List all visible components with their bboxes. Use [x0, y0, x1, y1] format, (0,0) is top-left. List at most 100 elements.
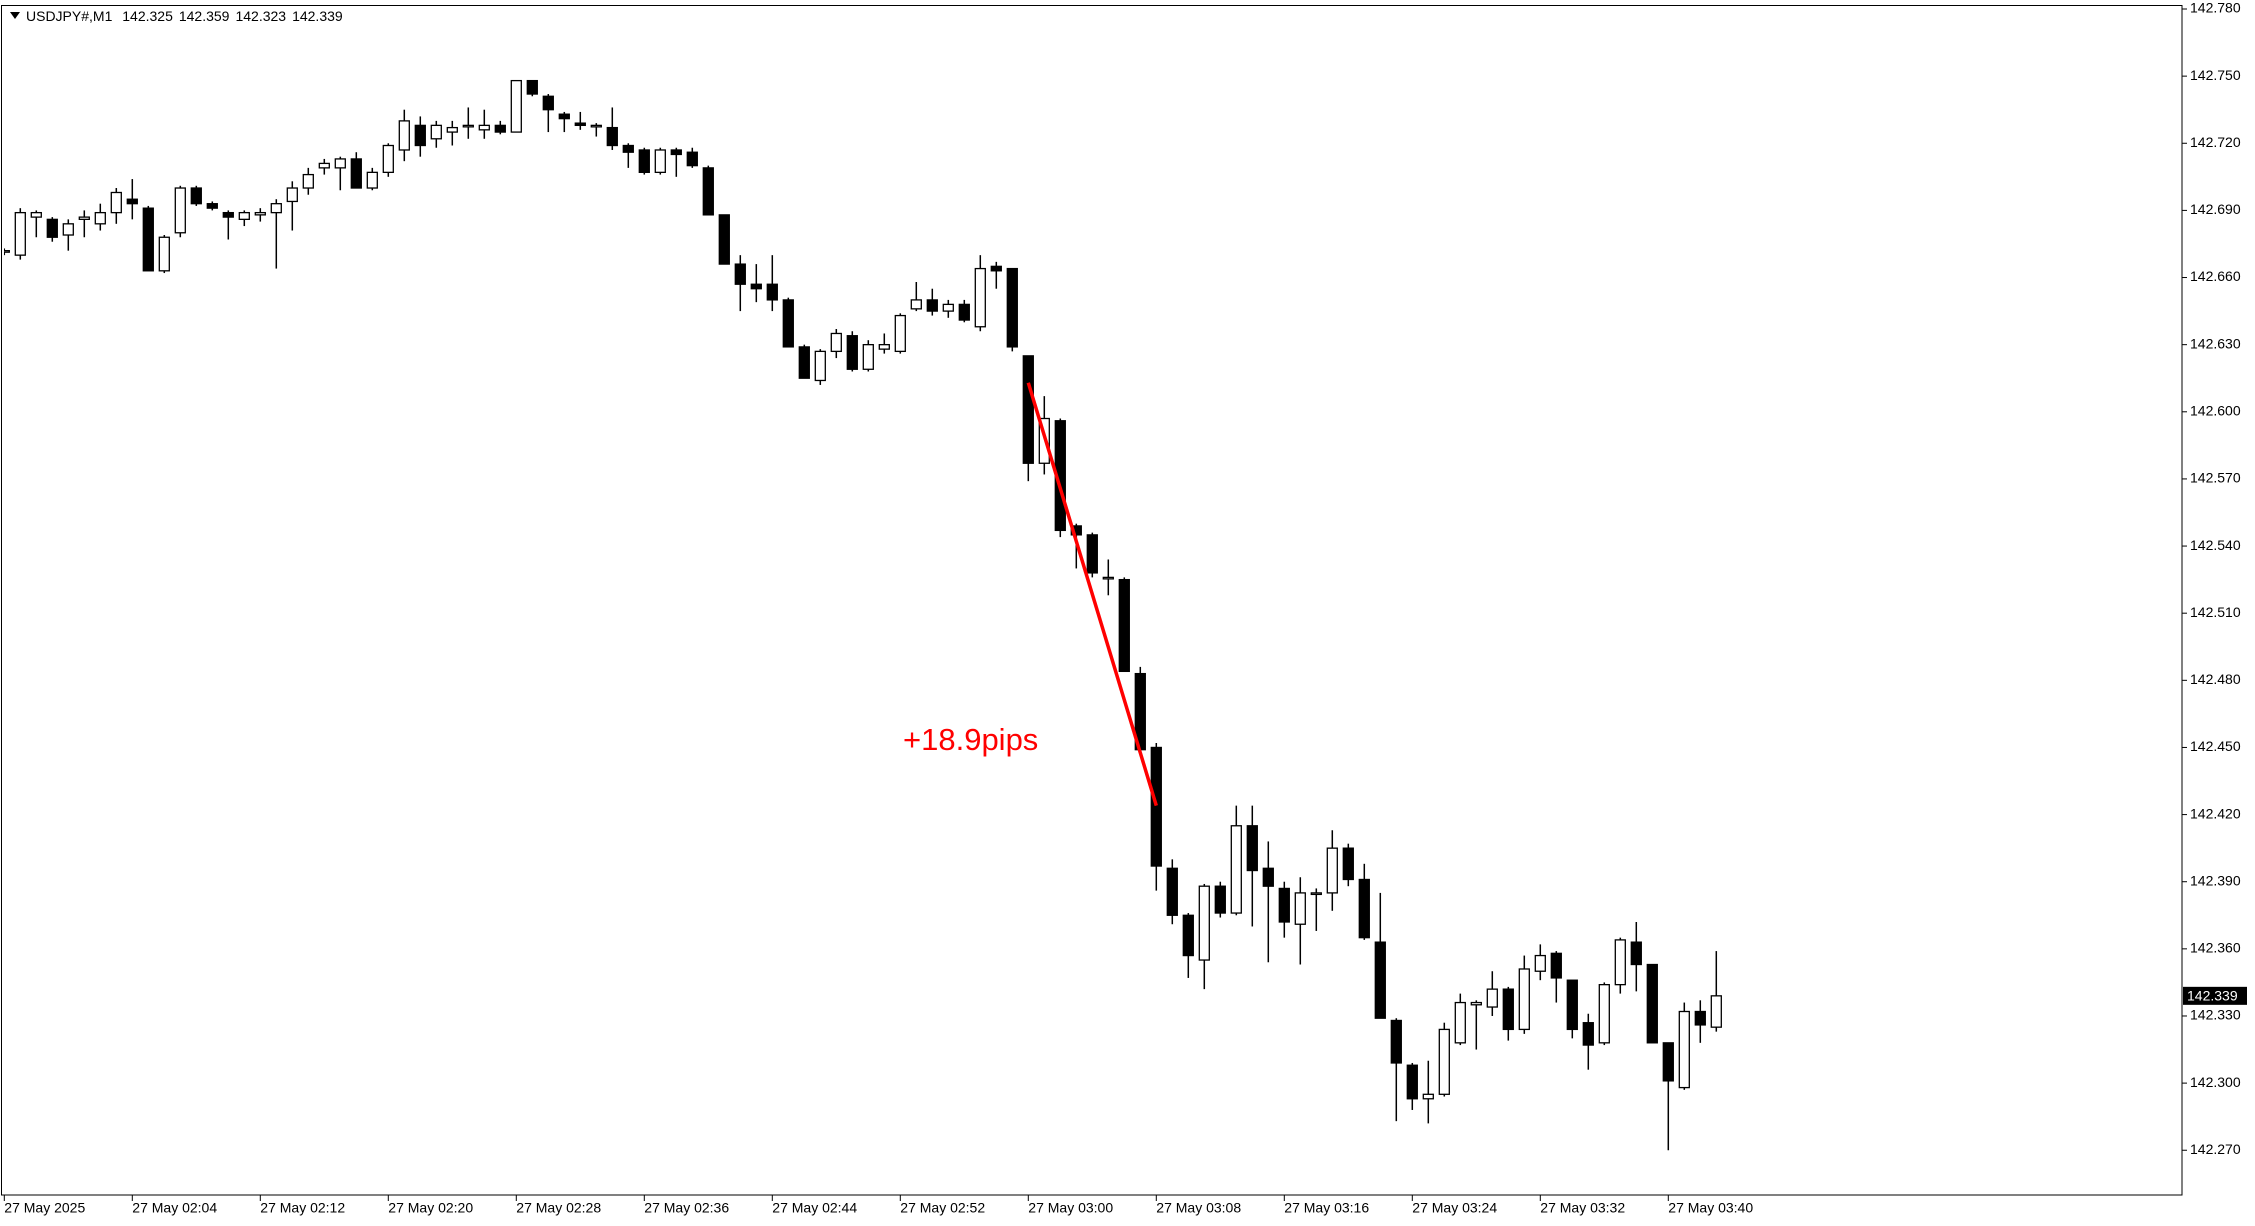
- candle-body: [446, 126, 458, 133]
- candle-body: [558, 113, 570, 120]
- candle-body: [462, 124, 474, 128]
- candle-body: [526, 79, 538, 95]
- ohlc-open: 142.325: [122, 8, 173, 24]
- ohlc-low: 142.323: [235, 8, 287, 24]
- candle-body: [1374, 941, 1386, 1019]
- plot-area: [1, 5, 2183, 1196]
- candle-body: [958, 303, 970, 321]
- candle-body: [30, 211, 42, 218]
- y-tick-label: 142.750: [2190, 67, 2241, 83]
- y-tick-label: 142.450: [2190, 738, 2241, 754]
- candle-body: [1470, 1001, 1482, 1006]
- candle-body: [190, 187, 202, 205]
- y-tick-label: 142.660: [2190, 268, 2241, 284]
- y-tick-label: 142.690: [2190, 201, 2241, 217]
- candle-body: [62, 223, 74, 236]
- candle-body: [894, 314, 906, 353]
- candle-body: [398, 120, 410, 151]
- candle-body: [654, 149, 666, 174]
- candle-body: [974, 267, 986, 328]
- x-tick-label: 27 May 02:12: [260, 1200, 345, 1216]
- candle-body: [1566, 979, 1578, 1031]
- candle-body: [830, 332, 842, 353]
- candle-body: [1678, 1010, 1690, 1089]
- candle-body: [670, 149, 682, 156]
- candle-body: [318, 162, 330, 169]
- candle-body: [430, 124, 442, 140]
- candle-body: [302, 173, 314, 189]
- ohlc-close: 142.339: [292, 8, 343, 24]
- candle-body: [1614, 939, 1626, 986]
- candle-body: [206, 203, 218, 209]
- menu-icon[interactable]: [10, 12, 20, 19]
- candle-body: [1694, 1010, 1706, 1026]
- candles: [4, 79, 1722, 1151]
- candle-body: [542, 95, 554, 111]
- candle-body: [270, 203, 282, 214]
- candle-body: [286, 187, 298, 203]
- y-tick-label: 142.720: [2190, 134, 2241, 150]
- candle-body: [510, 79, 522, 133]
- x-tick-label: 27 May 03:08: [1156, 1200, 1241, 1216]
- y-tick-label: 142.600: [2190, 402, 2241, 418]
- candle-body: [1710, 995, 1722, 1028]
- candle-body: [1022, 355, 1034, 464]
- candle-body: [1518, 968, 1530, 1031]
- y-tick-label: 142.510: [2190, 604, 2241, 620]
- candle-body: [1246, 825, 1258, 872]
- candle-body: [798, 346, 810, 379]
- x-tick-label: 27 May 03:16: [1284, 1200, 1369, 1216]
- candle-body: [478, 124, 490, 131]
- y-tick-label: 142.360: [2190, 940, 2241, 956]
- candle-body: [1438, 1028, 1450, 1095]
- candle-body: [1166, 867, 1178, 916]
- candle-body: [366, 171, 378, 189]
- candle-body: [334, 158, 346, 169]
- candle-body: [910, 299, 922, 310]
- x-tick-label: 27 May 02:44: [772, 1200, 857, 1216]
- candle-body: [222, 211, 234, 218]
- candle-body: [574, 122, 586, 127]
- x-tick-label: 27 May 02:36: [644, 1200, 729, 1216]
- candle-body: [1326, 847, 1338, 894]
- candle-body: [990, 265, 1002, 272]
- y-tick-label: 142.540: [2190, 537, 2241, 553]
- candle-body: [1118, 578, 1130, 673]
- candle-body: [126, 198, 138, 205]
- candle-body: [1102, 576, 1114, 580]
- y-tick-label: 142.480: [2190, 671, 2241, 687]
- x-tick-label: 27 May 02:20: [388, 1200, 473, 1216]
- candle-body: [1278, 887, 1290, 923]
- candle-body: [734, 263, 746, 285]
- candle-body: [494, 124, 506, 133]
- candle-body: [110, 191, 122, 214]
- candle-body: [814, 350, 826, 382]
- candle-body: [1358, 878, 1370, 939]
- candle-body: [382, 144, 394, 174]
- candle-body: [1534, 954, 1546, 972]
- candle-body: [1262, 867, 1274, 887]
- candle-body: [1662, 1042, 1674, 1082]
- candle-body: [1422, 1093, 1434, 1100]
- y-tick-label: 142.630: [2190, 335, 2241, 351]
- current-price-box: [2183, 986, 2247, 1005]
- candle-body: [4, 250, 10, 253]
- candle-body: [1582, 1022, 1594, 1046]
- ohlc-high: 142.359: [178, 8, 230, 24]
- candle-body: [590, 124, 602, 128]
- trend-line: [1026, 382, 1158, 807]
- candle-body: [1630, 941, 1642, 966]
- candle-body: [622, 144, 634, 153]
- x-tick-label: 27 May 2025: [4, 1200, 85, 1216]
- candle-body: [1150, 746, 1162, 867]
- x-tick-label: 27 May 03:00: [1028, 1200, 1113, 1216]
- candle-body: [238, 211, 250, 220]
- y-tick-label: 142.570: [2190, 470, 2241, 486]
- candle-body: [78, 216, 90, 220]
- y-tick-label: 142.270: [2190, 1141, 2241, 1157]
- candle-body: [686, 151, 698, 167]
- candle-body: [942, 303, 954, 312]
- candle-body: [1406, 1064, 1418, 1100]
- candle-body: [158, 236, 170, 272]
